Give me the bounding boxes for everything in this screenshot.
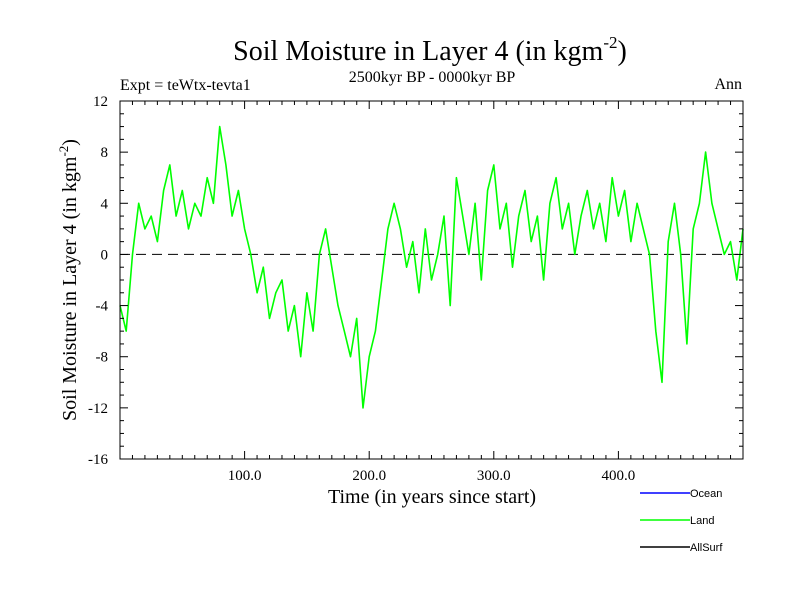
y-tick-label: 12 [93,94,108,110]
legend-item-ocean: Ocean [640,488,722,500]
y-tick-label: -12 [88,401,108,417]
chart-subtitle: 2500kyr BP - 0000kyr BP [349,69,516,86]
y-tick-label: 8 [101,145,109,161]
legend-label: Land [690,515,714,527]
legend: Ocean Land AllSurf [640,488,723,554]
plot-area: -16 -12 -8 -4 0 4 8 12 100.0 200.0 300.0 400.0 [88,94,744,484]
y-tick-label: -16 [88,452,108,468]
y-axis-label: Soil Moisture in Layer 4 (in kgm-2) [56,139,81,421]
season-label: Ann [714,76,742,93]
chart-title: Soil Moisture in Layer 4 (in kgm-2) [233,33,627,67]
legend-label: AllSurf [690,542,723,554]
x-tick-label: 100.0 [228,468,262,484]
series-line-land [119,125,744,409]
y-tick-label: -8 [96,350,109,366]
legend-item-allsurf: AllSurf [640,542,723,554]
legend-item-land: Land [640,515,714,527]
y-tick-label: -4 [96,299,109,315]
expt-label: Expt = teWtx-tevta1 [120,77,251,94]
titles: Soil Moisture in Layer 4 (in kgm-2) Expt… [120,33,742,94]
y-tick-label: 0 [101,247,109,263]
x-tick-label: 400.0 [602,468,636,484]
axis-ticks: -16 -12 -8 -4 0 4 8 12 100.0 200.0 300.0 400.0 [88,94,743,484]
x-tick-label: 300.0 [477,468,511,484]
legend-label: Ocean [690,488,722,500]
x-tick-label: 200.0 [352,468,386,484]
y-tick-label: 4 [101,196,109,212]
x-axis-label: Time (in years since start) [328,486,536,508]
